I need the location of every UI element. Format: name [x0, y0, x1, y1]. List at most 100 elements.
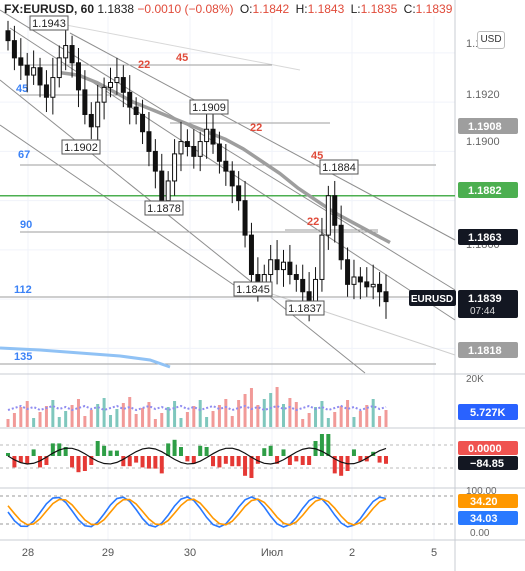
osc-label-box	[458, 456, 518, 470]
osc-bar	[63, 447, 68, 456]
volume-bar	[333, 412, 337, 427]
stoch-d-value: 34.03	[470, 513, 498, 525]
volume-bar	[76, 399, 80, 427]
candle-down	[127, 91, 133, 108]
stoch-d-line	[7, 498, 387, 526]
high-value: 1.1843	[307, 2, 345, 16]
osc-bar	[50, 443, 55, 456]
candle-down	[223, 160, 229, 172]
candle-down	[293, 274, 299, 280]
osc-bar	[153, 456, 158, 469]
candle-down	[152, 150, 158, 172]
fib-label: 90	[20, 219, 32, 231]
volume-bar	[70, 405, 74, 427]
trend-channel-line	[39, 19, 301, 71]
swing-label-box	[144, 200, 184, 216]
volume-bar	[243, 394, 247, 427]
volume-bar	[217, 405, 221, 427]
price-axis-tick: 1.1920	[466, 89, 500, 101]
osc-bar	[339, 456, 344, 476]
swing-label: 1.1884	[322, 162, 356, 174]
price-label: 1.1863	[468, 232, 502, 244]
candle-down	[75, 62, 81, 91]
candle-down	[140, 113, 146, 133]
currency-button[interactable]: USD	[477, 31, 505, 49]
fib-label: 135	[14, 351, 32, 363]
candles	[5, 20, 389, 322]
symbol-tag-box	[409, 290, 456, 306]
volume-bar	[256, 405, 260, 427]
swing-label: 1.1902	[64, 142, 98, 154]
volume-bar	[19, 407, 23, 427]
volume-bar	[288, 398, 292, 427]
volume-bar	[57, 417, 61, 427]
osc-bar	[12, 456, 17, 468]
high-key: H:	[295, 2, 308, 16]
osc-bar	[307, 456, 312, 465]
candle-up	[63, 45, 69, 59]
fib-label: 45	[16, 83, 28, 95]
volume-bar	[166, 407, 170, 427]
candle-up	[95, 101, 101, 128]
osc-bar	[249, 456, 254, 478]
volume-bar	[83, 416, 87, 427]
volume-bar	[179, 418, 183, 427]
swing-label: 1.1845	[236, 284, 270, 296]
volume-bar	[128, 397, 132, 427]
osc-bar	[255, 456, 260, 464]
volume-bar	[294, 402, 298, 427]
osc-bar	[89, 456, 94, 465]
candle-down	[120, 77, 126, 93]
volume-bar	[358, 411, 362, 427]
osc-bar	[102, 445, 107, 456]
candle-down	[88, 113, 94, 128]
stoch-k-value: 34.20	[470, 496, 498, 508]
chart-header: FX:EURUSD, 60 1.1838 −0.0010 (−0.08%) O:…	[4, 2, 452, 16]
trend-channel-line	[0, 124, 251, 297]
candle-down	[377, 283, 383, 293]
candle-up	[319, 234, 325, 280]
price-label-box	[458, 182, 518, 198]
volume-ma-label: 5.727K	[470, 407, 506, 419]
volume-bar	[121, 403, 125, 427]
osc-bar	[287, 456, 292, 465]
osc-bar	[82, 456, 87, 471]
candle-down	[69, 45, 75, 64]
candle-up	[108, 81, 114, 88]
osc-bar	[95, 441, 100, 456]
volume-bar	[198, 400, 202, 427]
volume-axis-tick: 20K	[466, 374, 484, 385]
time-axis-tick: 30	[184, 547, 196, 559]
candle-down	[159, 170, 165, 202]
volume-bars	[6, 387, 388, 427]
trend-channel-line	[69, 32, 456, 241]
price-axis-tick: 1.1900	[466, 136, 500, 148]
volume-bar	[115, 409, 119, 427]
osc-bar	[70, 456, 75, 468]
candle-down	[248, 234, 254, 276]
volume-bar	[378, 416, 382, 427]
osc-bar	[332, 456, 337, 474]
swing-label-box	[29, 15, 69, 31]
fib-label: 22	[307, 216, 319, 228]
volume-bar	[51, 400, 55, 427]
fib-label: 112	[14, 284, 32, 296]
candle-down	[332, 195, 338, 226]
volume-bar	[326, 418, 330, 427]
candle-down	[184, 141, 190, 147]
osc-bar	[166, 443, 171, 456]
symbol-label[interactable]: FX:EURUSD, 60	[4, 2, 95, 16]
candle-up	[114, 77, 120, 83]
stoch-k-label-box	[458, 511, 518, 525]
osc-histogram	[6, 434, 388, 478]
osc-bar	[319, 434, 324, 456]
volume-bar	[192, 406, 196, 427]
osc-bar	[114, 450, 119, 456]
candle-up	[325, 195, 331, 236]
osc-bar	[243, 456, 248, 476]
volume-bar	[153, 419, 157, 427]
osc-bar	[76, 456, 81, 473]
swing-label: 1.1909	[192, 102, 226, 114]
volume-bar	[44, 406, 48, 427]
